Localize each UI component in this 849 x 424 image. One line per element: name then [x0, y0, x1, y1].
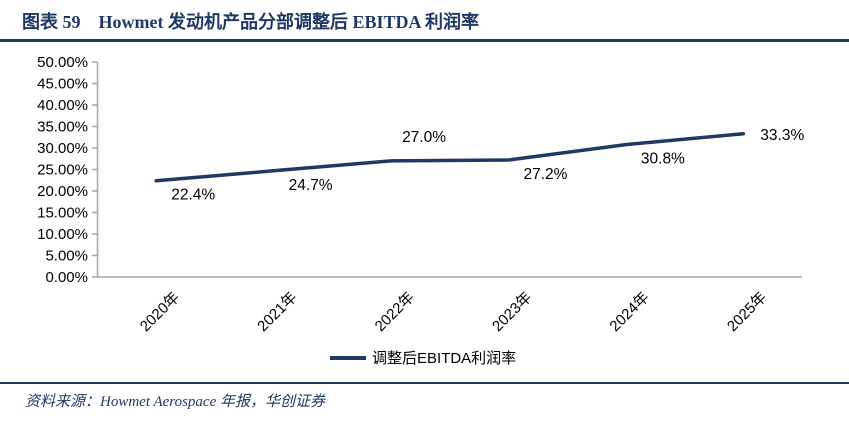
legend-line-swatch: [330, 355, 366, 360]
title-divider: [0, 39, 849, 42]
x-axis-label: 2021年: [254, 289, 300, 335]
chart-legend: 调整后EBITDA利润率: [330, 347, 516, 368]
y-axis-tick-label: 50.00%: [37, 54, 88, 71]
data-label: 24.7%: [289, 177, 333, 194]
legend-label: 调整后EBITDA利润率: [372, 350, 517, 367]
ebitda-line-chart: 0.00% 5.00% 10.00% 15.00% 20.00% 25.00% 30.00%…: [37, 54, 804, 335]
source-note: 资料来源：Howmet Aerospace 年报，华创证券: [25, 394, 325, 410]
y-axis-tick-label: 10.00%: [37, 226, 88, 243]
footer-divider: [0, 382, 849, 384]
y-axis-tick-label: 30.00%: [37, 140, 88, 157]
x-axis-label: 2025年: [724, 289, 770, 335]
y-axis-tick-label: 0.00%: [45, 269, 88, 286]
y-axis-tick-label: 45.00%: [37, 76, 88, 93]
figure-title: 图表 59 Howmet 发动机产品分部调整后 EBITDA 利润率: [22, 12, 480, 32]
x-axis-label: 2020年: [137, 289, 183, 335]
y-axis-tick-label: 20.00%: [37, 183, 88, 200]
data-label: 27.2%: [523, 166, 567, 183]
y-axis-tick-label: 25.00%: [37, 162, 88, 179]
x-axis-label: 2022年: [372, 289, 418, 335]
y-axis-tick-label: 15.00%: [37, 205, 88, 222]
x-axis-label: 2023年: [489, 289, 535, 335]
data-label: 30.8%: [641, 151, 685, 168]
ebitda-line-series: [154, 132, 746, 183]
x-axis-label: 2024年: [606, 289, 652, 335]
data-label: 22.4%: [171, 187, 215, 204]
y-axis-tick-label: 40.00%: [37, 97, 88, 114]
y-axis-tick-label: 5.00%: [45, 248, 88, 265]
data-label: 33.3%: [760, 127, 804, 144]
y-axis-tick-label: 35.00%: [37, 119, 88, 136]
data-label: 27.0%: [402, 129, 446, 146]
